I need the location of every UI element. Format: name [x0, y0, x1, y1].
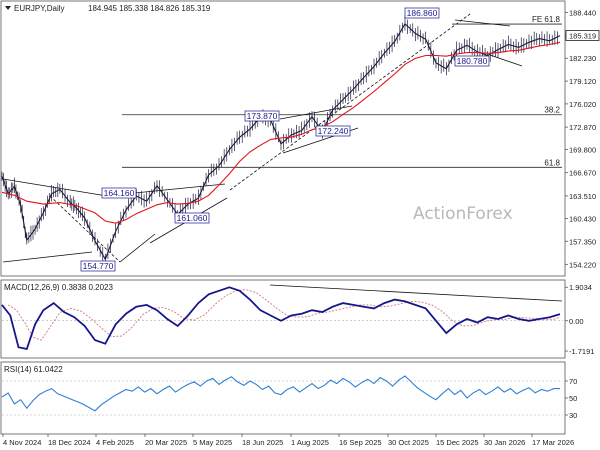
- collapse-arrow-icon[interactable]: [5, 6, 11, 10]
- price-y-tick-label: 157.350: [569, 237, 596, 246]
- macd-line: [1, 286, 561, 351]
- trendline: [2, 178, 108, 197]
- price-annotation-label: 172.240: [318, 126, 349, 136]
- x-tick-label: 4 Nov 2024: [3, 438, 41, 447]
- trendline: [489, 54, 523, 67]
- x-tick-label: 30 Oct 2025: [388, 438, 429, 447]
- fib-level-label: 61.8: [544, 158, 560, 167]
- price-annotation-box: [454, 55, 490, 67]
- fib-level-label: 38.2: [544, 106, 560, 115]
- price-annotation-label: 154.770: [83, 261, 114, 271]
- price-y-tick-label: 154.220: [569, 260, 596, 269]
- price-annotation-box: [101, 187, 137, 199]
- price-panel-frame: [0, 0, 566, 277]
- watermark: ActionForex: [413, 204, 513, 224]
- price-annotation-box: [244, 110, 280, 122]
- x-tick-label: 16 Sep 2025: [339, 438, 382, 447]
- price-y-tick-label: 176.020: [569, 100, 596, 109]
- rsi-series-group: [1, 375, 563, 416]
- rsi-line: [1, 375, 560, 412]
- rsi-title: RSI(14) 61.0422: [4, 365, 63, 374]
- price-y-tick-label: 166.670: [569, 169, 596, 178]
- price-annotation-box: [315, 125, 351, 137]
- rsi-y-axis: 70 50 30: [565, 377, 577, 420]
- price-y-tick-label: 160.430: [569, 215, 596, 224]
- symbol-label: EURJPY,Daily: [14, 4, 65, 13]
- price-annotation-label: 180.780: [457, 56, 488, 66]
- last-price-label: 185.319: [569, 31, 596, 40]
- rsi-y-tick-label: 30: [569, 411, 577, 420]
- macd-y-tick-label: 1.9034: [569, 283, 592, 292]
- price-annotation-label: 186.860: [407, 8, 438, 18]
- macd-y-axis: 1.9034 0.00 -1.7191: [565, 283, 594, 356]
- trendline: [454, 19, 511, 27]
- macd-signal-line: [7, 289, 561, 341]
- price-y-tick-label: 179.120: [569, 77, 596, 86]
- ohlc-values: 184.945 185.338 184.826 185.319: [88, 4, 211, 13]
- price-y-tick-label: 182.230: [569, 54, 596, 63]
- x-tick-label: 17 Mar 2026: [532, 438, 574, 447]
- price-annotation-label: 164.160: [104, 188, 135, 198]
- x-tick-label: 20 Mar 2025: [145, 438, 187, 447]
- x-tick-label: 18 Jun 2025: [242, 438, 283, 447]
- rsi-y-tick-label: 50: [569, 394, 577, 403]
- rsi-y-tick-label: 70: [569, 377, 577, 386]
- x-tick-label: 18 Dec 2024: [48, 438, 91, 447]
- ema-series-line: [1, 41, 561, 224]
- price-y-axis: 188.440 182.230 179.120 176.020 172.870 169.8…: [565, 9, 600, 269]
- macd-y-tick-label: -1.7191: [569, 347, 594, 356]
- x-tick-label: 15 Dec 2025: [436, 438, 479, 447]
- fib-level-label: FE 61.8: [532, 15, 561, 24]
- x-axis: 4 Nov 2024 18 Dec 2024 4 Feb 2025 20 Mar 20…: [2, 434, 574, 447]
- price-y-tick-label: 172.870: [569, 123, 596, 132]
- macd-title: MACD(12,26,9) 0.3838 0.2023: [4, 283, 114, 292]
- last-price-box: [565, 30, 600, 41]
- price-annotations: 186.860 180.780 173.870 172.240 164.160 161.0…: [80, 7, 490, 272]
- price-annotation-box: [174, 212, 210, 224]
- price-annotation-label: 173.870: [247, 111, 278, 121]
- x-tick-label: 1 Aug 2025: [291, 438, 329, 447]
- trendline: [279, 105, 353, 120]
- macd-trendline: [269, 284, 563, 302]
- price-annotation-box: [404, 7, 440, 19]
- price-y-tick-label: 188.440: [569, 9, 596, 18]
- rsi-panel-frame: [0, 361, 566, 435]
- price-y-tick-label: 169.800: [569, 146, 596, 155]
- x-tick-label: 4 Feb 2025: [96, 438, 134, 447]
- price-fib-levels: FE 61.8 38.2 61.8: [122, 15, 562, 168]
- x-tick-label: 5 May 2025: [193, 438, 232, 447]
- chart-header: EURJPY,Daily 184.945 185.338 184.826 185…: [5, 4, 211, 13]
- trendline: [119, 233, 156, 263]
- x-tick-label: 30 Jan 2026: [484, 438, 525, 447]
- price-annotation-box: [80, 260, 116, 272]
- price-annotation-label: 161.060: [177, 213, 208, 223]
- trendline: [2, 251, 93, 263]
- price-y-tick-label: 163.510: [569, 192, 596, 201]
- macd-y-tick-label: 0.00: [569, 317, 584, 326]
- macd-series-group: [1, 284, 563, 351]
